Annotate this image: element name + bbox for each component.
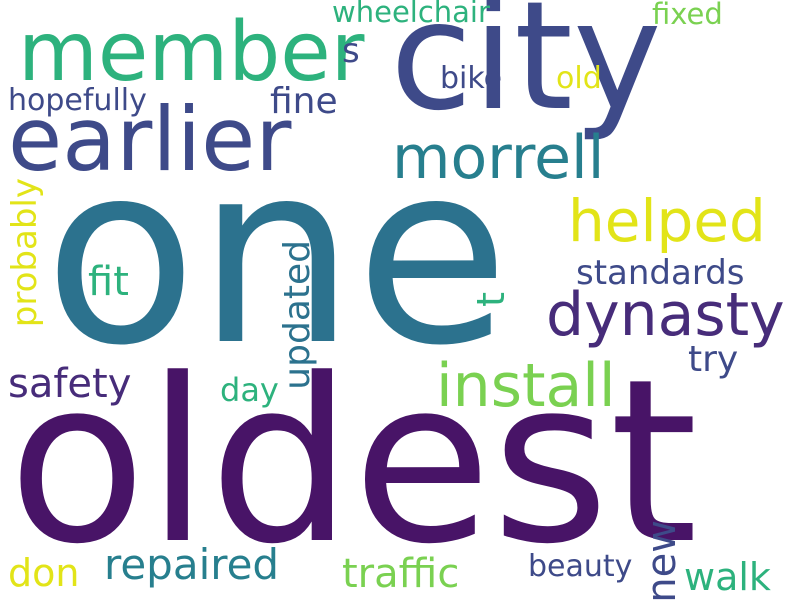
word-fit: fit bbox=[88, 259, 129, 305]
word-fixed: fixed bbox=[652, 0, 723, 31]
word-install: install bbox=[436, 351, 616, 421]
word-new: new bbox=[639, 520, 685, 600]
word-t: t bbox=[469, 292, 513, 307]
word-standards: standards bbox=[576, 253, 745, 293]
word-don: don bbox=[8, 551, 80, 595]
word-wheelchair: wheelchair bbox=[332, 0, 490, 29]
word-member: member bbox=[18, 5, 365, 100]
word-dynasty: dynasty bbox=[546, 280, 785, 350]
word-morrell: morrell bbox=[392, 123, 605, 193]
word-one: one bbox=[44, 109, 510, 400]
word-probably: probably bbox=[5, 178, 45, 328]
word-s: s bbox=[342, 31, 360, 71]
word-beauty: beauty bbox=[528, 549, 633, 584]
word-fine: fine bbox=[270, 81, 338, 122]
word-bike: bike bbox=[440, 61, 503, 96]
word-day: day bbox=[220, 371, 279, 409]
word-city: city bbox=[390, 0, 662, 144]
word-traffic: traffic bbox=[342, 551, 460, 597]
word-helped: helped bbox=[568, 187, 766, 255]
word-updated: updated bbox=[277, 240, 318, 390]
word-try: try bbox=[688, 339, 739, 380]
word-repaired: repaired bbox=[104, 540, 280, 589]
word-old: old bbox=[556, 61, 602, 96]
word-safety: safety bbox=[8, 361, 132, 407]
word-hopefully: hopefully bbox=[8, 83, 147, 118]
word-oldest: oldest bbox=[8, 331, 698, 594]
word-walk: walk bbox=[684, 555, 771, 599]
word-earlier: earlier bbox=[8, 88, 292, 191]
